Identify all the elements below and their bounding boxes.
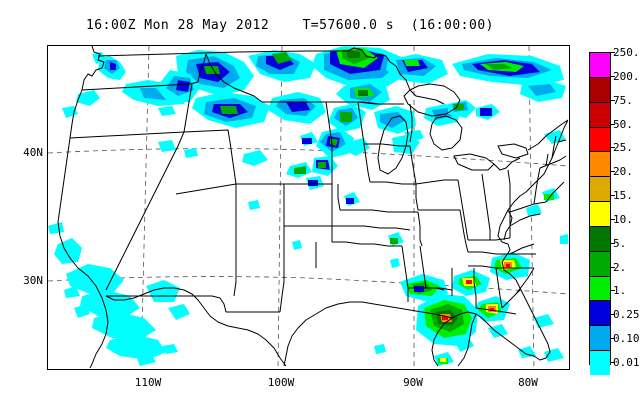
colorbar-band-25. bbox=[590, 152, 610, 178]
precip-upper-midwest bbox=[306, 46, 448, 190]
precip-scattered-cells bbox=[248, 132, 568, 354]
colorbar-label-0.25: 0.25 bbox=[613, 308, 640, 322]
colorbar-tickmark-25. bbox=[611, 147, 615, 149]
colorbar-tickmark-1. bbox=[611, 290, 615, 292]
colorbar-band-10. bbox=[590, 226, 610, 252]
colorbar-label-75.: 75. bbox=[613, 93, 633, 107]
x-axis-tick-80w: 80W bbox=[518, 376, 538, 389]
x-axis-tick-90w: 90W bbox=[403, 376, 423, 389]
colorbar-tickmark-50. bbox=[611, 123, 615, 125]
colorbar-label-25.: 25. bbox=[613, 141, 633, 155]
colorbar-tickmark-0.01 bbox=[611, 362, 615, 363]
y-axis-tick-30n: 30N bbox=[23, 274, 43, 287]
colorbar-band-5. bbox=[590, 251, 610, 277]
colorbar-label-250.: 250. bbox=[613, 46, 640, 59]
precip-southeast-convection bbox=[400, 252, 564, 366]
colorbar-label-1.: 1. bbox=[613, 284, 627, 298]
precip-california bbox=[48, 222, 190, 366]
colorbar-band-50. bbox=[590, 127, 610, 153]
colorbar-band-200. bbox=[590, 77, 610, 103]
colorbar-band-75. bbox=[590, 102, 610, 128]
colorbar-band-0.25 bbox=[590, 326, 610, 352]
colorbar-label-2.: 2. bbox=[613, 260, 627, 274]
colorbar-band-15. bbox=[590, 202, 610, 227]
x-axis-tick-110w: 110W bbox=[134, 376, 162, 389]
colorbar-tickmark-5. bbox=[611, 242, 615, 244]
colorbar-tickmark-0.10 bbox=[611, 338, 615, 340]
colorbar-band-2. bbox=[590, 276, 610, 302]
colorbar-tickmark-10. bbox=[611, 218, 615, 220]
map-boundaries bbox=[57, 46, 568, 368]
colorbar-band-250. bbox=[590, 53, 610, 78]
y-axis-tick-40n: 40N bbox=[23, 146, 43, 159]
colorbar-label-15.: 15. bbox=[613, 189, 633, 203]
colorbar-tickmark-200. bbox=[611, 75, 615, 77]
colorbar-label-200.: 200. bbox=[613, 69, 640, 83]
colorbar-label-20.: 20. bbox=[613, 165, 633, 179]
colorbar-label-5.: 5. bbox=[613, 236, 627, 250]
colorbar-band-20. bbox=[590, 177, 610, 203]
map-svg bbox=[48, 46, 568, 368]
colorbar-tickmark-250. bbox=[611, 52, 615, 53]
x-axis-tick-100w: 100W bbox=[267, 376, 295, 389]
precip-northern-rockies bbox=[156, 50, 326, 178]
colorbar-band-0.10 bbox=[590, 351, 610, 375]
precipitation-field bbox=[48, 46, 568, 366]
colorbar-tickmark-75. bbox=[611, 99, 615, 101]
colorbar bbox=[589, 52, 611, 375]
colorbar-tickmark-2. bbox=[611, 266, 615, 268]
colorbar-label-0.01: 0.01 bbox=[613, 356, 640, 369]
precip-northeast-band bbox=[404, 54, 566, 144]
colorbar-tickmark-0.25 bbox=[611, 314, 615, 316]
colorbar-tickmark-15. bbox=[611, 195, 615, 197]
colorbar-label-0.10: 0.10 bbox=[613, 332, 640, 346]
page-title: 16:00Z Mon 28 May 2012 T=57600.0 s (16:0… bbox=[85, 18, 494, 33]
colorbar-label-50.: 50. bbox=[613, 117, 633, 131]
colorbar-band-1. bbox=[590, 301, 610, 327]
precipitation-map[interactable] bbox=[47, 45, 570, 370]
colorbar-label-10.: 10. bbox=[613, 212, 633, 226]
colorbar-tickmark-20. bbox=[611, 171, 615, 173]
